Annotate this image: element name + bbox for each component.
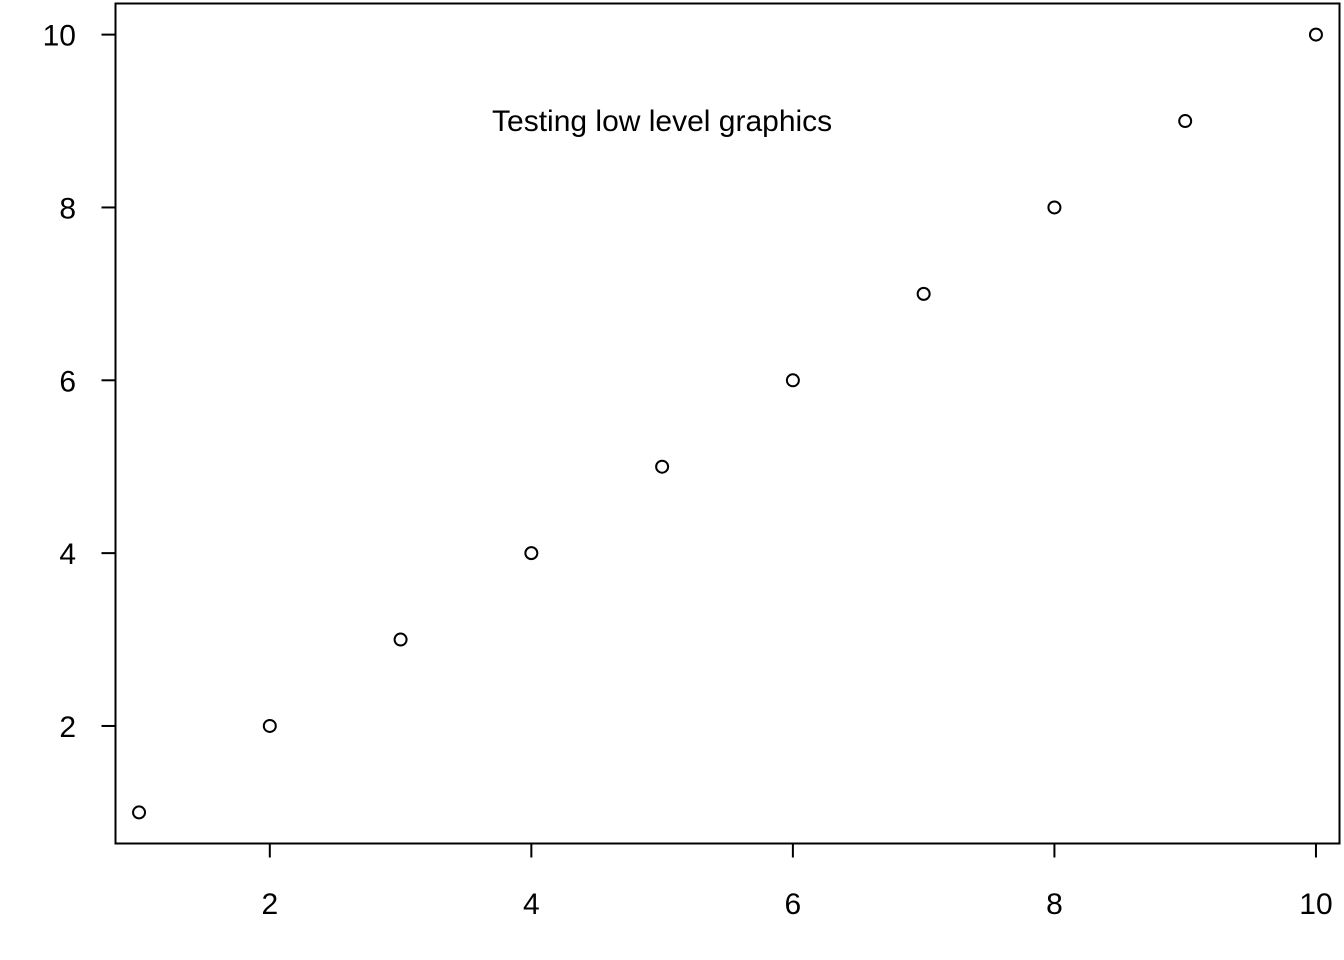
data-point bbox=[916, 286, 931, 301]
y-tick-label: 2 bbox=[59, 711, 76, 744]
y-tick-label: 8 bbox=[59, 192, 76, 225]
data-point bbox=[524, 546, 539, 561]
data-point bbox=[785, 373, 800, 388]
x-tick-label: 10 bbox=[1299, 888, 1332, 921]
annotation-text: Testing low level graphics bbox=[492, 105, 832, 138]
data-point bbox=[1047, 200, 1062, 215]
x-tick-label: 8 bbox=[1046, 888, 1063, 921]
y-tick-label: 6 bbox=[59, 365, 76, 398]
data-point bbox=[1178, 114, 1193, 129]
x-tick-label: 6 bbox=[785, 888, 802, 921]
data-point bbox=[1308, 27, 1323, 42]
x-axis: 2 4 6 8 10 bbox=[261, 843, 1333, 921]
plot-frame bbox=[114, 2, 1341, 845]
data-point bbox=[393, 632, 408, 647]
y-tick-label: 4 bbox=[59, 538, 76, 571]
x-tick-label: 4 bbox=[523, 888, 540, 921]
y-axis: 2 4 6 8 10 bbox=[43, 20, 116, 744]
data-point bbox=[655, 459, 670, 474]
data-point bbox=[132, 805, 147, 820]
data-point bbox=[262, 718, 277, 733]
annotations: Testing low level graphics bbox=[492, 105, 832, 138]
y-tick-label: 10 bbox=[43, 20, 76, 53]
data-points bbox=[132, 27, 1323, 820]
x-tick-label: 2 bbox=[261, 888, 278, 921]
